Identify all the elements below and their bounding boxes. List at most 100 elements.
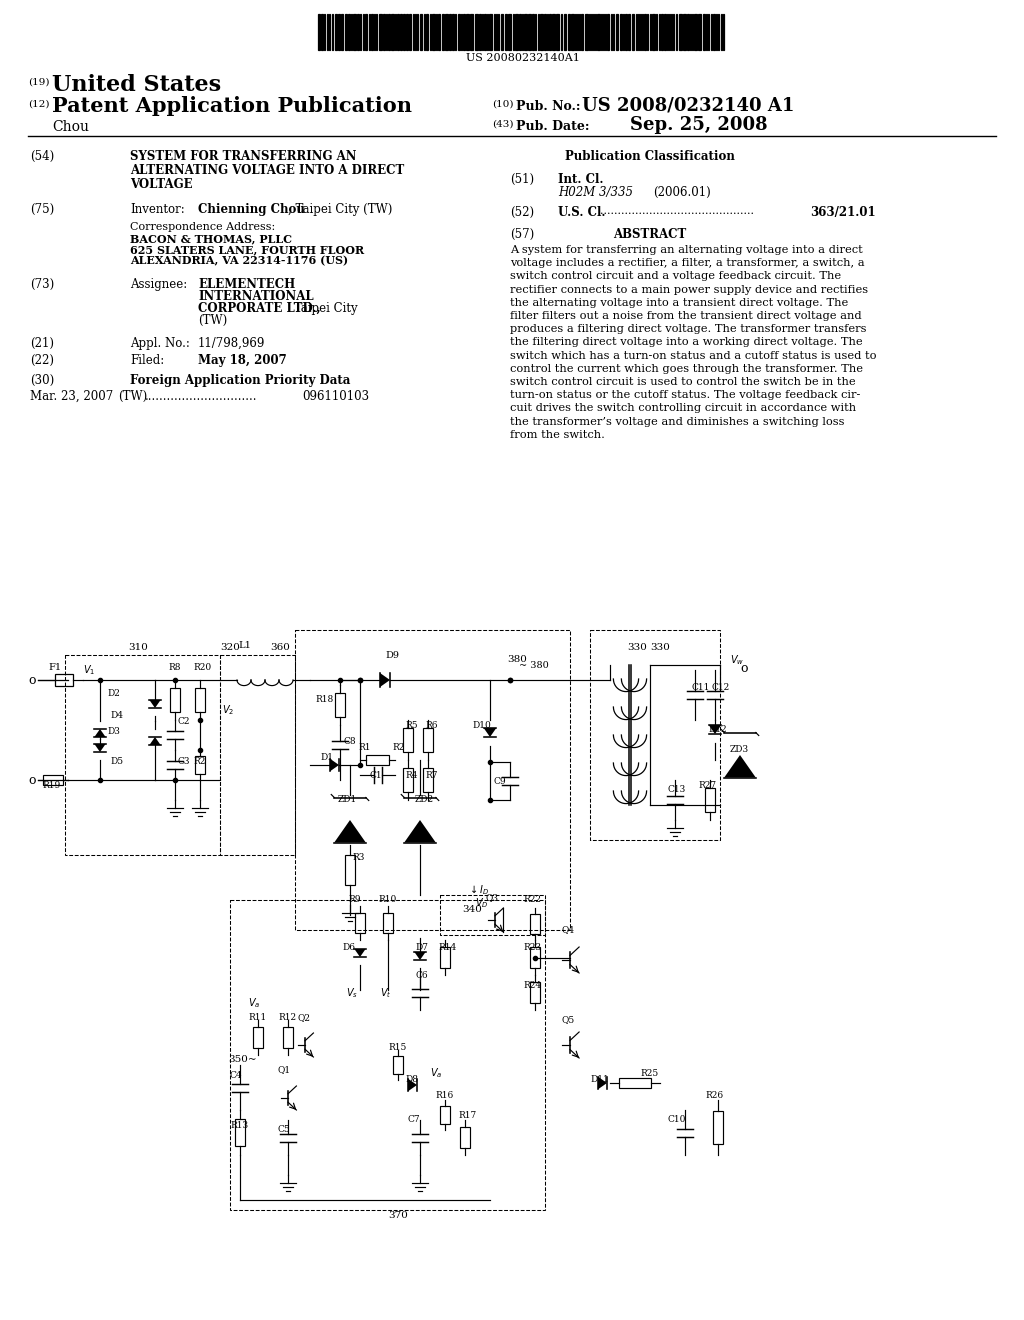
Bar xyxy=(371,15,373,50)
Bar xyxy=(568,15,570,50)
Polygon shape xyxy=(408,1078,417,1092)
Bar xyxy=(406,15,408,50)
Text: SYSTEM FOR TRANSFERRING AN: SYSTEM FOR TRANSFERRING AN xyxy=(130,150,356,162)
Text: R12: R12 xyxy=(278,1014,296,1023)
Text: Mar. 23, 2007: Mar. 23, 2007 xyxy=(30,389,114,403)
Bar xyxy=(556,15,559,50)
Text: Int. Cl.: Int. Cl. xyxy=(558,173,603,186)
Text: (30): (30) xyxy=(30,374,54,387)
Text: D3: D3 xyxy=(106,727,120,737)
Text: R19: R19 xyxy=(42,780,60,789)
Text: VOLTAGE: VOLTAGE xyxy=(130,178,193,191)
Text: (21): (21) xyxy=(30,337,54,350)
Text: the filtering direct voltage into a working direct voltage. The: the filtering direct voltage into a work… xyxy=(510,338,862,347)
Text: 096110103: 096110103 xyxy=(302,389,369,403)
Text: $V_D$: $V_D$ xyxy=(475,896,488,909)
Bar xyxy=(585,15,588,50)
Text: Publication Classification: Publication Classification xyxy=(565,150,735,162)
Text: ABSTRACT: ABSTRACT xyxy=(613,228,686,242)
Text: C9: C9 xyxy=(493,777,506,787)
Bar xyxy=(460,1127,470,1148)
Text: 320: 320 xyxy=(220,644,240,652)
Text: ............................................: ........................................… xyxy=(600,206,754,216)
Text: $V_a$: $V_a$ xyxy=(430,1067,442,1080)
Text: Q3: Q3 xyxy=(486,894,499,903)
Text: $V_a$: $V_a$ xyxy=(248,997,260,1010)
Text: R5: R5 xyxy=(406,721,418,730)
Bar xyxy=(528,15,531,50)
Text: R22: R22 xyxy=(523,895,541,904)
Text: (19): (19) xyxy=(28,78,49,87)
Text: R27: R27 xyxy=(698,780,716,789)
Bar xyxy=(170,688,180,711)
Bar xyxy=(440,895,545,935)
Polygon shape xyxy=(150,700,161,708)
Polygon shape xyxy=(330,759,339,771)
Text: 340: 340 xyxy=(462,906,482,915)
Text: R2: R2 xyxy=(392,742,404,751)
Bar xyxy=(403,15,406,50)
Text: o: o xyxy=(740,661,748,675)
Text: Foreign Application Priority Data: Foreign Application Priority Data xyxy=(130,374,350,387)
Polygon shape xyxy=(709,725,721,734)
Bar xyxy=(391,15,394,50)
Bar xyxy=(466,15,469,50)
Bar xyxy=(581,15,583,50)
Bar xyxy=(397,15,399,50)
Text: (43): (43) xyxy=(492,120,513,129)
Polygon shape xyxy=(94,729,105,737)
Bar xyxy=(571,15,574,50)
Text: C4: C4 xyxy=(230,1071,243,1080)
Text: , Taipei City (TW): , Taipei City (TW) xyxy=(288,203,392,216)
Text: D9: D9 xyxy=(385,651,399,660)
Bar xyxy=(383,913,393,933)
Bar xyxy=(403,729,413,752)
Text: the transformer’s voltage and diminishes a switching loss: the transformer’s voltage and diminishes… xyxy=(510,417,845,426)
Text: turn-on status or the cutoff status. The voltage feedback cir-: turn-on status or the cutoff status. The… xyxy=(510,391,860,400)
Bar xyxy=(549,15,551,50)
Bar xyxy=(195,756,205,774)
Text: R10: R10 xyxy=(378,895,396,904)
Bar xyxy=(508,15,511,50)
Text: D12: D12 xyxy=(708,726,727,734)
Text: R16: R16 xyxy=(435,1090,454,1100)
Text: filter filters out a noise from the transient direct voltage and: filter filters out a noise from the tran… xyxy=(510,312,861,321)
Bar xyxy=(625,15,627,50)
Text: D4: D4 xyxy=(110,711,123,721)
Text: 380: 380 xyxy=(507,656,527,664)
Polygon shape xyxy=(483,729,497,737)
Text: 330: 330 xyxy=(627,644,647,652)
Bar xyxy=(590,630,720,840)
Text: D1: D1 xyxy=(319,754,333,763)
Bar xyxy=(426,15,428,50)
Text: Appl. No.:: Appl. No.: xyxy=(130,337,189,350)
Bar xyxy=(687,15,689,50)
Bar xyxy=(409,15,411,50)
Text: L1: L1 xyxy=(239,640,252,649)
Text: (75): (75) xyxy=(30,203,54,216)
Bar xyxy=(484,15,486,50)
Text: United States: United States xyxy=(52,74,221,96)
Bar xyxy=(367,755,389,766)
Text: ZD1: ZD1 xyxy=(338,796,357,804)
Text: 625 SLATERS LANE, FOURTH FLOOR: 625 SLATERS LANE, FOURTH FLOOR xyxy=(130,244,365,255)
Bar xyxy=(400,15,402,50)
Bar xyxy=(705,788,715,812)
Text: switch control circuit and a voltage feedback circuit. The: switch control circuit and a voltage fee… xyxy=(510,272,841,281)
Text: R20: R20 xyxy=(193,664,211,672)
Bar xyxy=(283,1027,293,1048)
Polygon shape xyxy=(334,820,366,842)
Text: Chou: Chou xyxy=(52,120,89,135)
Text: F1: F1 xyxy=(48,663,61,672)
Text: 11/798,969: 11/798,969 xyxy=(198,337,265,350)
Text: $V_s$: $V_s$ xyxy=(346,986,358,1001)
Text: Q4: Q4 xyxy=(562,925,575,935)
Bar xyxy=(664,15,666,50)
Bar xyxy=(65,655,220,855)
Text: switch control circuit is used to control the switch be in the: switch control circuit is used to contro… xyxy=(510,378,856,387)
Bar xyxy=(628,15,630,50)
Bar xyxy=(662,15,663,50)
Bar xyxy=(501,15,503,50)
Text: (51): (51) xyxy=(510,173,535,186)
Bar xyxy=(479,15,481,50)
